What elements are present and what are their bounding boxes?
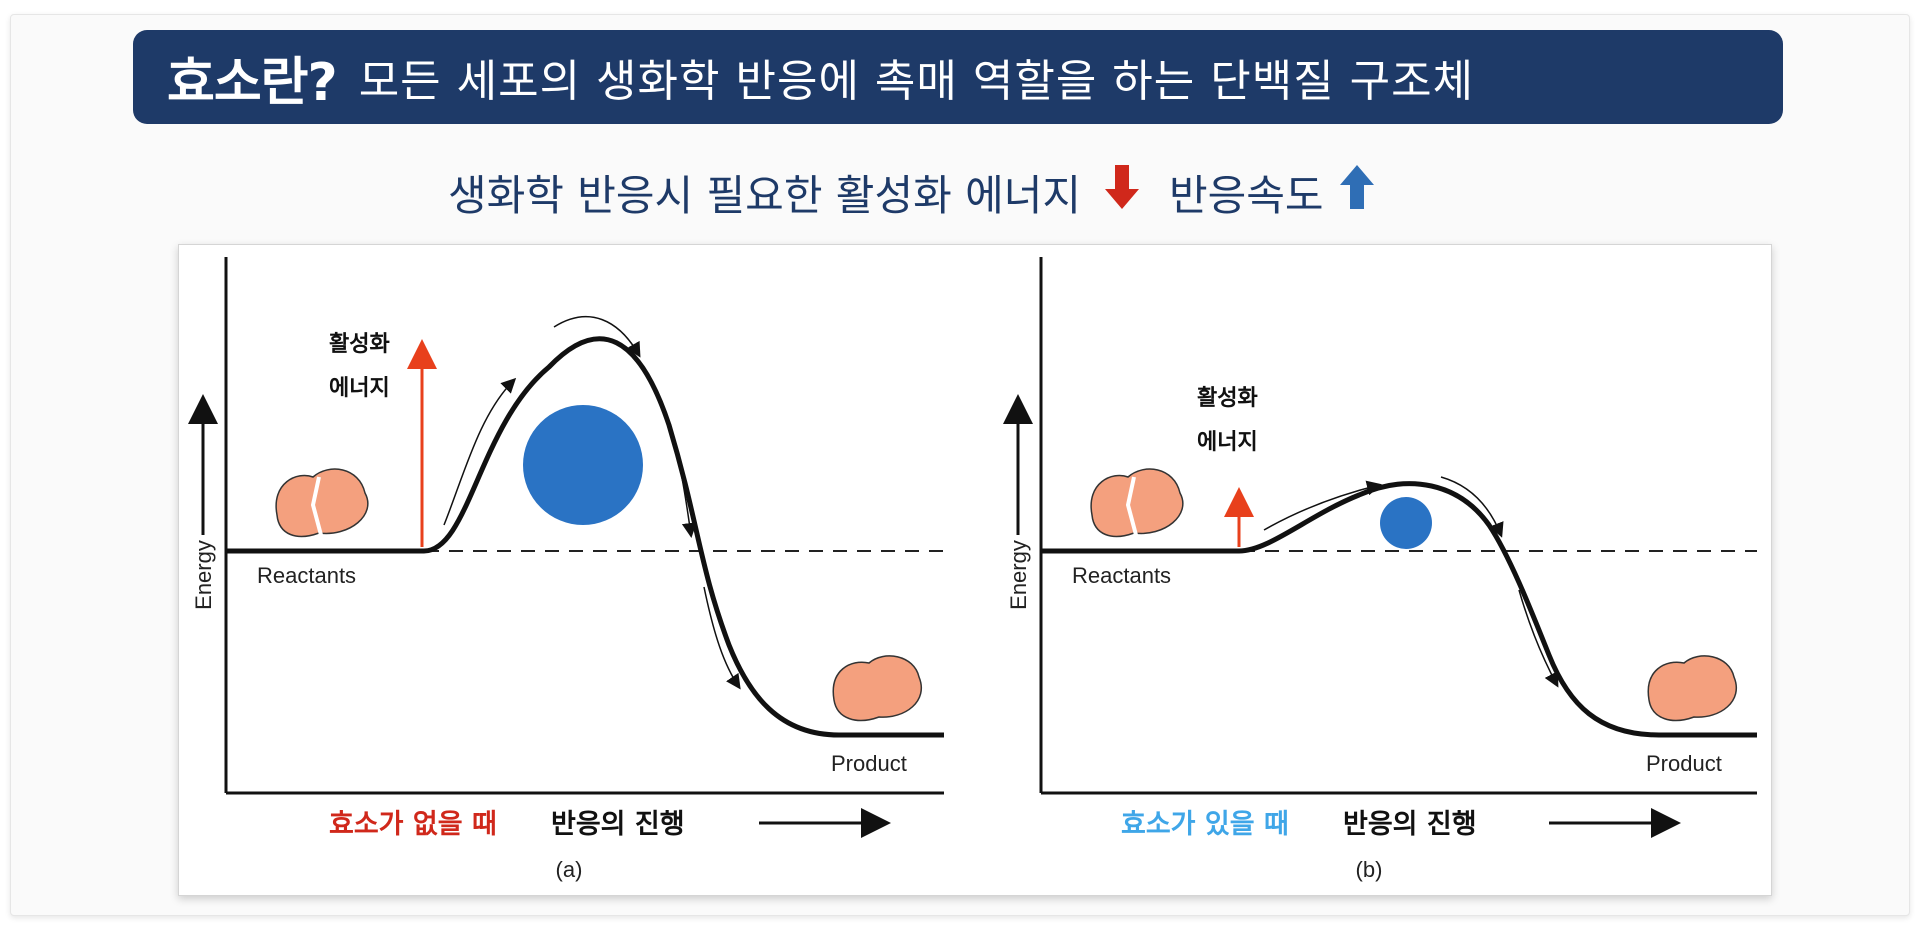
- diagram-a-product-molecule: [832, 655, 922, 722]
- activation-energy-text: 생화학 반응시 필요한 활성화 에너지: [448, 170, 1082, 220]
- title-description: 모든 세포의 생화학 반응에 촉매 역할을 하는 단백질 구조체: [358, 56, 1475, 107]
- diagram-b-activation-label-line1: 활성화: [1197, 386, 1258, 411]
- diagram-b-ball: [1380, 497, 1432, 549]
- subtitle-line: 생화학 반응시 필요한 활성화 에너지 반응속도: [448, 160, 1376, 224]
- diagram-b-flow-arrow: [1440, 476, 1504, 538]
- diagram-a-flow-arrow: [666, 422, 697, 538]
- diagram-a-caption-highlight: 효소가 없을 때: [329, 809, 497, 840]
- diagram-b-product-molecule: [1647, 655, 1737, 722]
- diagram-a-caption-rest: 반응의 진행: [551, 809, 685, 840]
- arrow-up-icon: [1338, 163, 1376, 221]
- diagram-a-reactant-molecule: [275, 468, 369, 538]
- diagram-a-flow-arrow: [553, 316, 641, 358]
- diagram-b-activation-label-line2: 에너지: [1197, 430, 1258, 455]
- diagram-b-flow-arrow: [1518, 589, 1559, 688]
- diagram-b-reactant-molecule: [1090, 468, 1184, 538]
- reaction-rate-text: 반응속도: [1169, 170, 1324, 220]
- diagram-a-ball: [523, 405, 643, 525]
- diagram-a-panel-label: (a): [556, 857, 583, 882]
- diagram-a: Energy 활성화 에너지 Reactants: [188, 257, 944, 882]
- diagram-b-product-label: Product: [1646, 751, 1722, 776]
- arrow-down-icon: [1103, 163, 1141, 221]
- energy-diagram-figure: Energy 활성화 에너지 Reactants: [178, 244, 1772, 896]
- diagram-a-activation-label-line1: 활성화: [329, 332, 390, 357]
- diagram-a-flow-arrow: [443, 377, 517, 526]
- page-title: 효소란?: [167, 52, 338, 113]
- diagram-b-energy-curve: [1041, 481, 1757, 738]
- diagram-b-reactants-label: Reactants: [1072, 563, 1171, 588]
- title-banner: 효소란? 모든 세포의 생화학 반응에 촉매 역할을 하는 단백질 구조체: [133, 30, 1783, 124]
- diagram-b-flow-arrow: [1263, 480, 1382, 531]
- diagram-b-caption-rest: 반응의 진행: [1343, 809, 1477, 840]
- diagram-a-product-label: Product: [831, 751, 907, 776]
- diagram-a-energy-label: Energy: [191, 540, 216, 610]
- diagram-b-panel-label: (b): [1356, 857, 1383, 882]
- diagram-b-energy-label: Energy: [1006, 540, 1031, 610]
- diagram-b-caption-highlight: 효소가 있을 때: [1121, 809, 1289, 840]
- diagram-a-activation-label-line2: 에너지: [329, 376, 390, 401]
- diagram-a-reactants-label: Reactants: [257, 563, 356, 588]
- diagram-a-flow-arrow: [703, 586, 741, 690]
- diagram-b: Energy 활성화 에너지 Reactants: [1003, 257, 1757, 882]
- diagram-a-energy-curve: [226, 336, 944, 738]
